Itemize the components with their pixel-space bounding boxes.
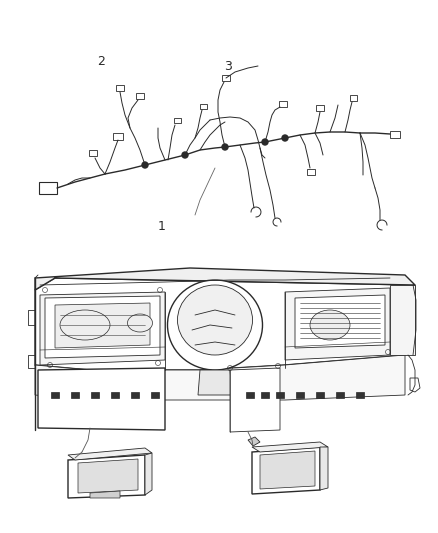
Polygon shape (350, 95, 357, 101)
Ellipse shape (167, 280, 262, 370)
Polygon shape (38, 368, 165, 430)
Polygon shape (320, 447, 328, 490)
Bar (296, 392, 304, 398)
Polygon shape (145, 453, 152, 495)
Circle shape (142, 162, 148, 168)
Text: 2: 2 (97, 55, 105, 68)
Polygon shape (316, 105, 324, 111)
Circle shape (262, 139, 268, 145)
Bar (261, 392, 269, 398)
Bar (131, 392, 139, 398)
Bar (39, 182, 57, 194)
Polygon shape (35, 355, 405, 400)
Polygon shape (222, 75, 230, 81)
Polygon shape (199, 103, 206, 109)
Bar (276, 392, 284, 398)
Bar (151, 392, 159, 398)
Polygon shape (252, 447, 320, 494)
Bar (111, 392, 119, 398)
Polygon shape (40, 292, 165, 365)
Polygon shape (173, 117, 180, 123)
Text: 1: 1 (158, 220, 166, 233)
Circle shape (222, 144, 228, 150)
Polygon shape (136, 93, 144, 99)
Bar (51, 392, 59, 398)
Ellipse shape (310, 310, 350, 340)
Polygon shape (35, 268, 415, 290)
Circle shape (282, 135, 288, 141)
Ellipse shape (60, 310, 110, 340)
Ellipse shape (127, 314, 152, 332)
Polygon shape (295, 295, 385, 348)
Polygon shape (68, 455, 145, 498)
Polygon shape (198, 370, 232, 395)
Bar (91, 392, 99, 398)
Polygon shape (248, 437, 260, 446)
Polygon shape (35, 278, 415, 370)
Polygon shape (260, 451, 315, 489)
Polygon shape (390, 285, 415, 355)
Bar (71, 392, 79, 398)
Polygon shape (68, 448, 152, 460)
Polygon shape (410, 378, 420, 392)
Bar (356, 392, 364, 398)
Bar (246, 392, 254, 398)
Polygon shape (90, 491, 120, 498)
Polygon shape (279, 101, 287, 107)
Ellipse shape (177, 285, 252, 355)
Polygon shape (116, 85, 124, 91)
Polygon shape (45, 296, 160, 358)
Polygon shape (230, 368, 280, 432)
Polygon shape (285, 288, 390, 360)
Polygon shape (390, 131, 400, 138)
Bar (316, 392, 324, 398)
Polygon shape (252, 442, 328, 452)
Bar (336, 392, 344, 398)
Polygon shape (55, 303, 150, 348)
Polygon shape (113, 133, 123, 140)
Text: 3: 3 (224, 60, 232, 73)
Circle shape (182, 152, 188, 158)
Polygon shape (78, 459, 138, 493)
Polygon shape (89, 150, 97, 156)
Polygon shape (307, 169, 315, 175)
